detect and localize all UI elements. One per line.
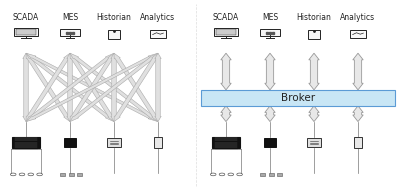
- FancyBboxPatch shape: [60, 29, 80, 36]
- Text: SCADA: SCADA: [13, 13, 39, 22]
- FancyBboxPatch shape: [307, 138, 321, 147]
- Text: Analytics: Analytics: [140, 13, 176, 22]
- Polygon shape: [70, 53, 158, 122]
- Polygon shape: [70, 53, 158, 122]
- Polygon shape: [111, 53, 117, 122]
- Polygon shape: [265, 53, 275, 90]
- Polygon shape: [114, 53, 158, 122]
- Polygon shape: [221, 106, 231, 122]
- FancyBboxPatch shape: [350, 30, 366, 38]
- Bar: [69, 173, 74, 176]
- FancyBboxPatch shape: [308, 30, 320, 39]
- Polygon shape: [70, 53, 114, 122]
- Bar: [277, 173, 282, 176]
- FancyBboxPatch shape: [154, 137, 162, 148]
- Polygon shape: [353, 106, 363, 122]
- FancyBboxPatch shape: [212, 137, 240, 148]
- Bar: [60, 173, 65, 176]
- Polygon shape: [155, 53, 161, 122]
- Polygon shape: [265, 106, 275, 122]
- Polygon shape: [353, 53, 363, 90]
- Text: Historian: Historian: [296, 13, 332, 22]
- Polygon shape: [67, 53, 73, 122]
- FancyBboxPatch shape: [260, 29, 280, 36]
- Polygon shape: [114, 53, 158, 122]
- FancyBboxPatch shape: [16, 29, 36, 35]
- Bar: [260, 173, 265, 176]
- Polygon shape: [70, 53, 114, 122]
- FancyBboxPatch shape: [214, 28, 238, 36]
- Polygon shape: [23, 53, 29, 122]
- FancyBboxPatch shape: [150, 30, 166, 38]
- Polygon shape: [309, 53, 319, 90]
- Polygon shape: [26, 53, 158, 122]
- Polygon shape: [26, 53, 114, 122]
- FancyBboxPatch shape: [264, 138, 276, 147]
- Text: Historian: Historian: [96, 13, 132, 22]
- FancyBboxPatch shape: [216, 29, 236, 35]
- Polygon shape: [221, 53, 231, 90]
- Polygon shape: [26, 53, 70, 122]
- Text: Analytics: Analytics: [340, 13, 376, 22]
- Bar: [77, 173, 82, 176]
- Text: MES: MES: [62, 13, 78, 22]
- Text: Broker: Broker: [281, 93, 315, 103]
- FancyBboxPatch shape: [201, 90, 395, 106]
- FancyBboxPatch shape: [14, 28, 38, 36]
- Polygon shape: [26, 53, 158, 122]
- FancyBboxPatch shape: [354, 137, 362, 148]
- Polygon shape: [26, 53, 70, 122]
- Polygon shape: [26, 53, 114, 122]
- Text: MES: MES: [262, 13, 278, 22]
- FancyBboxPatch shape: [12, 137, 40, 148]
- Polygon shape: [309, 106, 319, 122]
- FancyBboxPatch shape: [108, 30, 120, 39]
- FancyBboxPatch shape: [107, 138, 121, 147]
- Text: SCADA: SCADA: [213, 13, 239, 22]
- Bar: [269, 173, 274, 176]
- FancyBboxPatch shape: [64, 138, 76, 147]
